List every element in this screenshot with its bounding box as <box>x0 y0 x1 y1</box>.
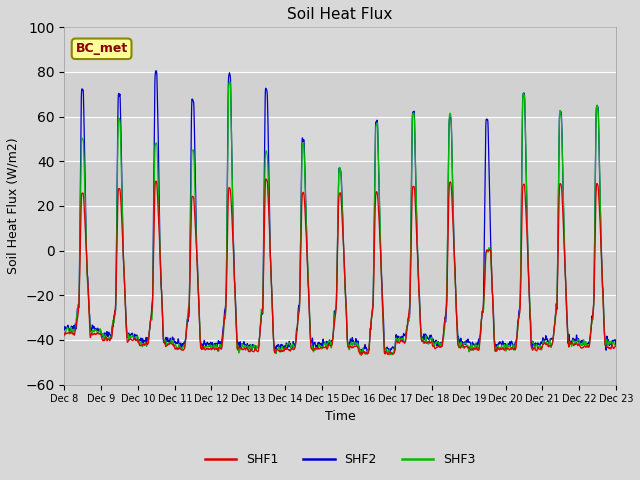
Text: BC_met: BC_met <box>76 42 128 55</box>
Y-axis label: Soil Heat Flux (W/m2): Soil Heat Flux (W/m2) <box>7 138 20 274</box>
Title: Soil Heat Flux: Soil Heat Flux <box>287 7 393 22</box>
Legend: SHF1, SHF2, SHF3: SHF1, SHF2, SHF3 <box>200 448 481 471</box>
Bar <box>65 340 616 384</box>
Bar <box>65 251 616 295</box>
Bar <box>65 161 616 206</box>
Bar <box>65 72 616 117</box>
X-axis label: Time: Time <box>324 410 355 423</box>
